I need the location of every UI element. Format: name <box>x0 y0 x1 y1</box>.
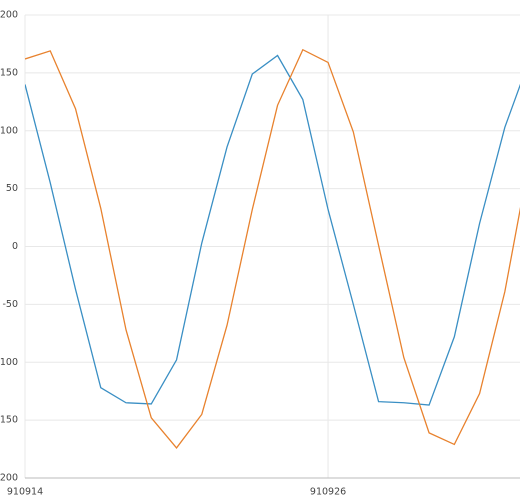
y-tick-label: 0 <box>12 241 18 252</box>
y-tick-label: 100 <box>0 125 18 136</box>
x-tick-label: 910914 <box>7 487 43 498</box>
y-tick-label: -50 <box>2 299 18 310</box>
y-tick-label: -200 <box>0 473 18 484</box>
labels: -200 -150 -100 -50 0 50 100 150 200 910914 910926 <box>0 10 346 498</box>
grid <box>24 14 520 479</box>
x-tick-label: 910926 <box>310 487 346 498</box>
series-line <box>25 54 520 406</box>
lines <box>25 48 520 449</box>
y-tick-label: -150 <box>0 415 18 426</box>
y-tick-label: 200 <box>0 10 18 21</box>
y-tick-label: 50 <box>6 183 18 194</box>
y-tick-label: 150 <box>0 67 18 78</box>
series-line <box>25 48 520 449</box>
y-tick-label: -100 <box>0 357 18 368</box>
